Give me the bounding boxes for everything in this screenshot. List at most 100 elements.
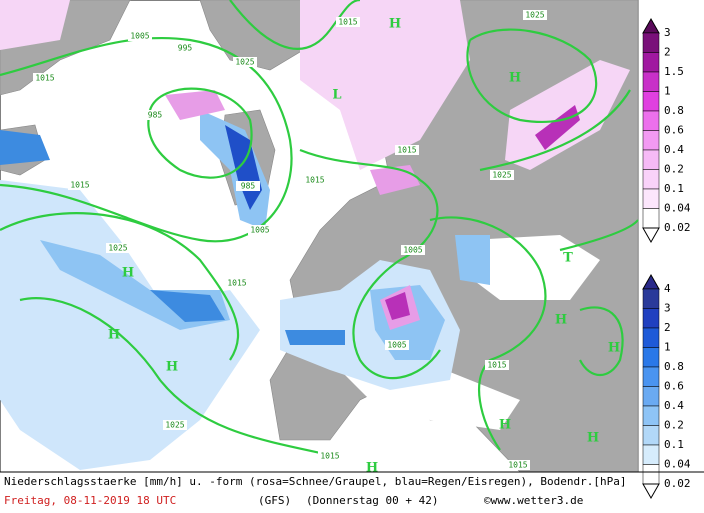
precipitation <box>0 130 50 165</box>
legend-label: 0.4 <box>664 399 684 412</box>
legend-swatch <box>642 208 660 229</box>
isobar-label: 1005 <box>403 246 422 255</box>
legend-label: 0.2 <box>664 419 684 432</box>
map <box>0 0 639 473</box>
pressure-center: L <box>332 88 341 103</box>
isobar-label-bg <box>128 31 152 41</box>
legend-label: 0.6 <box>664 124 684 137</box>
precipitation <box>165 90 225 120</box>
footer-site: ©www.wetter3.de <box>484 494 583 507</box>
legend-label: 3 <box>664 302 671 315</box>
legend-swatch <box>642 347 660 368</box>
pressure-center: H <box>587 431 599 446</box>
legend-swatch <box>642 130 660 151</box>
isobar-label-bg <box>236 181 260 191</box>
isobar-label-bg <box>336 17 360 27</box>
pressure-center: H <box>555 313 567 328</box>
isobar-label-bg <box>68 180 92 190</box>
legend-swatch <box>642 444 660 465</box>
sea <box>460 235 600 300</box>
legend-label: 2 <box>664 46 671 59</box>
isobar-label: 1015 <box>70 181 89 190</box>
legend-label: 0.02 <box>664 477 691 490</box>
isobar-label-bg <box>33 73 57 83</box>
legend-swatch <box>642 32 660 53</box>
legend-label: 0.02 <box>664 221 691 234</box>
isobar-label-bg <box>225 278 249 288</box>
legend-swatch <box>642 425 660 446</box>
legends: 3 2 1.5 1 0.8 0.6 0.4 0.2 0.1 0.04 0.02 4 3 2 1 0.8 0.6 0… <box>642 17 691 500</box>
legend-label: 0.04 <box>664 458 691 471</box>
isobar <box>19 297 331 457</box>
pressure-center: H <box>108 328 120 343</box>
legend-swatch <box>642 386 660 407</box>
isobar <box>579 306 624 376</box>
pressure-center: H <box>366 461 378 476</box>
pressure-center: H <box>122 266 134 281</box>
precipitation <box>455 235 490 285</box>
pressure-center: H <box>499 418 511 433</box>
legend-label: 0.6 <box>664 380 684 393</box>
legend-label: 0.1 <box>664 182 684 195</box>
footer-date: Freitag, 08-11-2019 18 UTC <box>4 494 176 507</box>
legend-arrow <box>642 227 660 244</box>
isobar-label: 1025 <box>525 11 544 20</box>
isobar <box>299 148 441 380</box>
precipitation <box>535 105 580 150</box>
legend-arrow <box>642 17 660 34</box>
legend-label: 3 <box>664 26 671 39</box>
precipitation <box>285 330 345 345</box>
pressure-center: H <box>509 71 521 86</box>
isobar <box>229 0 361 50</box>
footer-description: Niederschlagsstaerke [mm/h] u. -form (ro… <box>4 475 627 488</box>
legend-swatch <box>642 366 660 387</box>
isobar <box>559 219 639 252</box>
legend-label: 2 <box>664 321 671 334</box>
isobar-label: 1015 <box>397 146 416 155</box>
isobar-label: 1015 <box>35 74 54 83</box>
legend-arrow <box>642 273 660 290</box>
precipitation <box>300 0 470 170</box>
legend-swatch <box>642 308 660 329</box>
isobar-label-bg <box>318 451 342 461</box>
legend-swatch <box>642 188 660 209</box>
isobar-label-bg <box>401 245 425 255</box>
isobar-label: 985 <box>241 182 256 191</box>
isobar-label: 1015 <box>487 361 506 370</box>
isobar-label: 1015 <box>320 452 339 461</box>
legend-label: 1 <box>664 85 671 98</box>
legend-label: 1 <box>664 341 671 354</box>
isobar <box>0 212 240 361</box>
isobar-label: 1025 <box>165 421 184 430</box>
legend-label: 0.8 <box>664 104 684 117</box>
isobar-label-bg <box>163 420 187 430</box>
isobar-label-bg <box>506 460 530 470</box>
isobar-label: 1015 <box>338 18 357 27</box>
isobar-label: 1015 <box>227 279 246 288</box>
isobar-label-bg <box>485 360 509 370</box>
legend-swatch <box>642 327 660 348</box>
legend-swatch <box>642 91 660 112</box>
isobar-label: 1025 <box>108 244 127 253</box>
isobar-label: 1015 <box>508 461 527 470</box>
legend-swatch <box>642 169 660 190</box>
isobar <box>466 28 598 123</box>
footer-model: (GFS) <box>258 494 291 507</box>
pressure-center: H <box>389 17 401 32</box>
pressure-center: H <box>166 360 178 375</box>
legend-swatch <box>642 464 660 485</box>
legend-swatch <box>642 110 660 131</box>
isobar-label: 985 <box>148 111 163 120</box>
isobar-label-bg <box>143 110 167 120</box>
legend-arrow <box>642 483 660 500</box>
legend-swatch <box>642 52 660 73</box>
precipitation <box>150 290 225 322</box>
pressure-center: H <box>608 341 620 356</box>
isobar-label: 1015 <box>305 176 324 185</box>
isobar-label-bg <box>303 175 327 185</box>
isobar-label: 1025 <box>492 171 511 180</box>
legend-label: 0.2 <box>664 163 684 176</box>
isobar-label-bg <box>490 170 514 180</box>
